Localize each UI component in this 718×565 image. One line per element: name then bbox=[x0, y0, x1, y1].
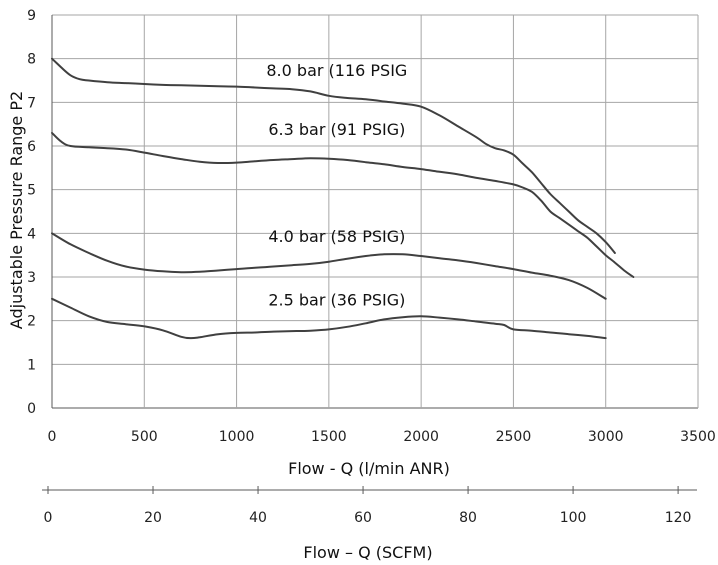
series-label: 6.3 bar (91 PSIG) bbox=[268, 120, 405, 139]
x-tick-label: 2000 bbox=[403, 429, 439, 445]
y-tick-label: 3 bbox=[27, 270, 36, 286]
grid bbox=[51, 14, 699, 409]
y-tick-labels: 0 1 2 3 4 5 6 7 8 9 bbox=[27, 8, 36, 417]
x-axis-label: Flow - Q (l/min ANR) bbox=[288, 459, 450, 478]
y-tick-label: 9 bbox=[27, 8, 36, 24]
y-tick-label: 2 bbox=[27, 314, 36, 330]
x-tick-label: 1000 bbox=[219, 429, 255, 445]
series-labels: 8.0 bar (116 PSIG 6.3 bar (91 PSIG) 4.0 ba… bbox=[266, 61, 407, 309]
x-tick-label: 1500 bbox=[311, 429, 347, 445]
y-tick-label: 7 bbox=[27, 95, 36, 111]
y-tick-label: 4 bbox=[27, 226, 36, 242]
y-tick-label: 1 bbox=[27, 357, 36, 373]
y-axis-label: Adjustable Pressure Range P2 bbox=[7, 91, 26, 329]
series-6-3-bar bbox=[51, 131, 635, 278]
secondary-x-tick-label: 40 bbox=[249, 510, 267, 526]
secondary-x-tick-label: 20 bbox=[144, 510, 162, 526]
series-label: 4.0 bar (58 PSIG) bbox=[268, 227, 405, 246]
secondary-x-axis-label: Flow – Q (SCFM) bbox=[303, 543, 432, 562]
y-tick-label: 8 bbox=[27, 52, 36, 68]
series-label: 8.0 bar (116 PSIG bbox=[266, 61, 407, 80]
x-tick-label: 500 bbox=[131, 429, 158, 445]
secondary-x-tick-label: 0 bbox=[44, 510, 53, 526]
x-tick-label: 2500 bbox=[496, 429, 532, 445]
series-4-0-bar bbox=[51, 232, 607, 300]
secondary-x-tick-label: 100 bbox=[560, 510, 587, 526]
series-2-5-bar bbox=[51, 297, 607, 340]
secondary-x-tick-label: 80 bbox=[459, 510, 477, 526]
y-tick-label: 0 bbox=[27, 401, 36, 417]
secondary-x-axis: 0 20 40 60 80 100 120 bbox=[42, 486, 697, 526]
x-tick-label: 3500 bbox=[680, 429, 716, 445]
y-tick-label: 5 bbox=[27, 183, 36, 199]
secondary-x-tick-label: 60 bbox=[354, 510, 372, 526]
y-tick-label: 6 bbox=[27, 139, 36, 155]
series bbox=[51, 57, 635, 340]
x-tick-label: 3000 bbox=[588, 429, 624, 445]
x-tick-label: 0 bbox=[48, 429, 57, 445]
series-label: 2.5 bar (36 PSIG) bbox=[268, 290, 405, 309]
series-8-0-bar bbox=[51, 57, 616, 254]
secondary-x-tick-label: 120 bbox=[665, 510, 692, 526]
x-tick-labels: 0 500 1000 1500 2000 2500 3000 3500 bbox=[48, 429, 716, 445]
